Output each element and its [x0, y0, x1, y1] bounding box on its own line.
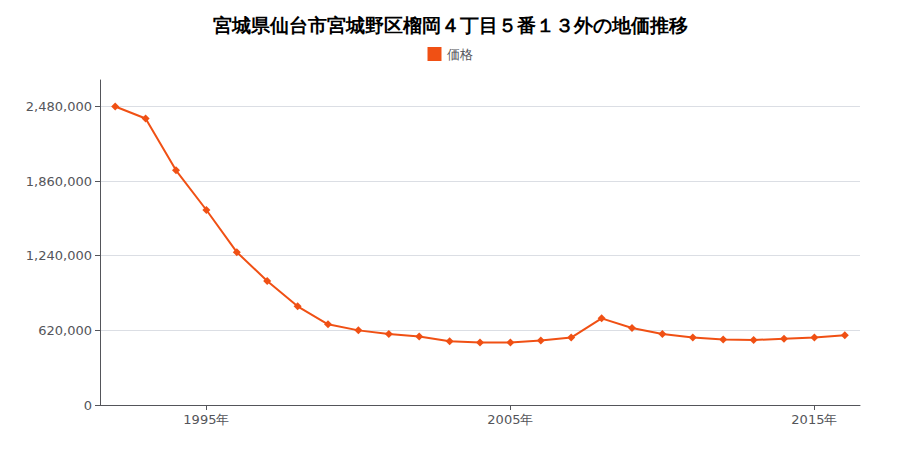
svg-text:1,860,000: 1,860,000	[26, 174, 92, 189]
svg-text:2015年: 2015年	[791, 412, 837, 427]
svg-text:620,000: 620,000	[38, 323, 92, 338]
svg-text:2,480,000: 2,480,000	[26, 99, 92, 114]
svg-text:2005年: 2005年	[487, 412, 533, 427]
svg-text:宮城県仙台市宮城野区榴岡４丁目５番１３外の地価推移: 宮城県仙台市宮城野区榴岡４丁目５番１３外の地価推移	[213, 14, 688, 36]
svg-text:1,240,000: 1,240,000	[26, 248, 92, 263]
svg-text:1995年: 1995年	[183, 412, 229, 427]
svg-text:価格: 価格	[447, 47, 473, 62]
svg-text:0: 0	[84, 398, 92, 413]
